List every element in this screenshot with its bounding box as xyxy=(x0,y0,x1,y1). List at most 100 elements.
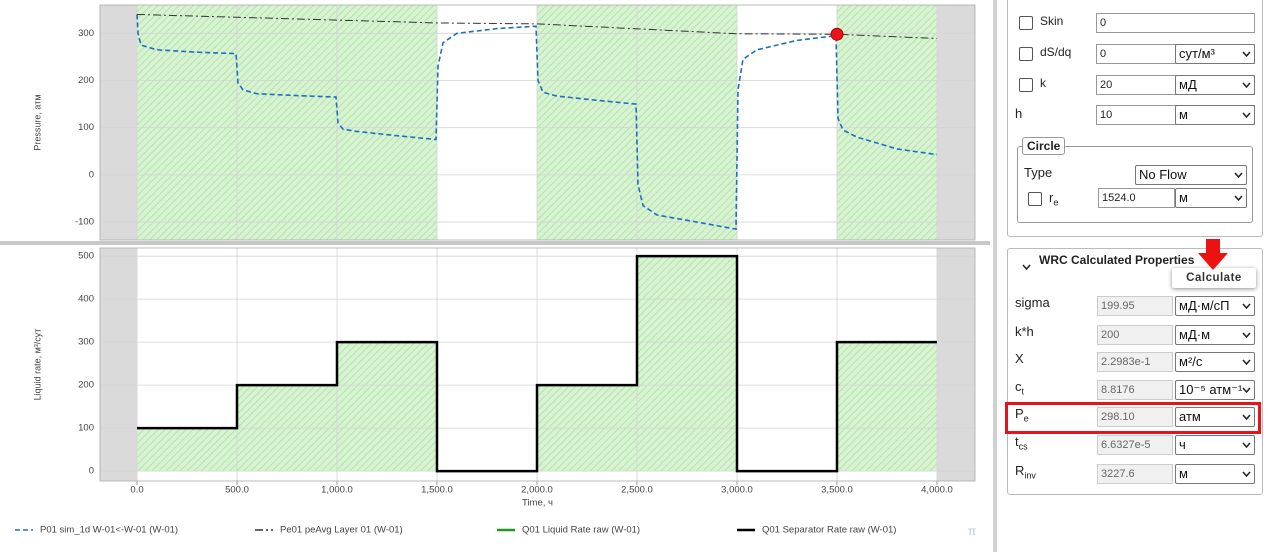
select[interactable]: мД·м xyxy=(1175,325,1255,345)
select[interactable]: No Flow xyxy=(1135,165,1247,185)
pressure-line xyxy=(136,13,938,40)
production-period xyxy=(137,5,237,240)
label-text: t xyxy=(1015,434,1019,449)
y-tick-label: 0 xyxy=(89,169,94,180)
chevron xyxy=(1234,195,1243,201)
out-of-range xyxy=(100,5,137,240)
type-label: Type xyxy=(1024,165,1053,180)
label-text: R xyxy=(1015,463,1025,478)
checkbox[interactable] xyxy=(1028,192,1042,206)
wrc-title: WRC Calculated Properties xyxy=(1039,253,1195,267)
x-tick-label: 0.0 xyxy=(130,485,143,496)
rate-area xyxy=(637,256,737,472)
y-tick-label: 300 xyxy=(78,337,94,348)
property-label: tcs xyxy=(1015,434,1028,452)
rate-area xyxy=(337,342,437,472)
x-tick-label: 1,500.0 xyxy=(421,485,453,496)
chevron xyxy=(1242,359,1251,365)
divider xyxy=(993,0,997,552)
param-input[interactable]: 0 xyxy=(1096,13,1255,33)
calculate-button[interactable]: Calculate xyxy=(1172,268,1256,288)
select[interactable]: м xyxy=(1175,105,1255,125)
select[interactable]: сут/м³ xyxy=(1175,44,1255,64)
checkbox[interactable] xyxy=(1019,78,1033,92)
x-tick-label: 2,000.0 xyxy=(521,485,553,496)
chevron xyxy=(1234,172,1243,178)
select-value: No Flow xyxy=(1139,167,1187,182)
label-text: r xyxy=(1049,190,1054,205)
label-subscript: e xyxy=(1053,197,1059,208)
select[interactable]: м xyxy=(1175,188,1247,208)
rate-area xyxy=(137,428,237,472)
chevron xyxy=(1242,51,1251,57)
select-value: ч xyxy=(1179,437,1186,452)
chevron xyxy=(1242,387,1251,393)
label-subscript: t xyxy=(1021,386,1025,397)
rate-area xyxy=(837,342,937,472)
property-value[interactable]: 2.2983e-1 xyxy=(1097,352,1173,372)
property-value[interactable]: 200 xyxy=(1097,325,1173,345)
select-value: 10⁻⁵ атм⁻¹ xyxy=(1179,382,1243,397)
re-input[interactable]: 1524.0 xyxy=(1098,188,1175,208)
property-value[interactable]: 8.8176 xyxy=(1097,380,1173,400)
wrc-header-chevron xyxy=(1022,257,1031,275)
label-text: X xyxy=(1015,351,1024,366)
y-tick-label: 200 xyxy=(78,380,94,391)
out-of-range xyxy=(100,248,137,481)
checkbox[interactable] xyxy=(1019,16,1033,30)
footer-mark: π xyxy=(968,524,976,538)
checkbox[interactable] xyxy=(1019,47,1033,61)
pane-divider xyxy=(0,241,990,245)
property-value[interactable]: 6.6327e-5 xyxy=(1097,435,1173,455)
chevron xyxy=(1242,414,1251,420)
y-tick-label: 100 xyxy=(78,423,94,434)
select[interactable]: ч xyxy=(1175,435,1255,455)
select[interactable]: мД·м/сП xyxy=(1175,296,1255,316)
x-tick-label: 1,000.0 xyxy=(321,485,353,496)
select[interactable]: м²/с xyxy=(1175,352,1255,372)
select[interactable]: м xyxy=(1175,464,1255,484)
select[interactable]: атм xyxy=(1175,407,1255,427)
out-of-range xyxy=(937,248,975,481)
select-value: м²/с xyxy=(1179,354,1203,369)
chevron xyxy=(1022,264,1031,271)
rate-line xyxy=(137,254,937,473)
y-tick-label: 200 xyxy=(78,75,94,86)
x-tick-label: 3,500.0 xyxy=(821,485,853,496)
circle-title: Circle xyxy=(1022,137,1066,155)
pressure-line xyxy=(136,14,938,231)
select-value: мД·м xyxy=(1179,327,1211,342)
legend-label: P01 sim_1d W-01<-W-01 (W-01) xyxy=(40,525,178,536)
property-value[interactable]: 3227.6 xyxy=(1097,464,1173,484)
y-axis-label: Liquid rate, м³/сут xyxy=(32,329,42,401)
property-label: sigma xyxy=(1015,295,1050,310)
chevron xyxy=(1242,82,1251,88)
property-label: k*h xyxy=(1015,324,1034,339)
label-text: k*h xyxy=(1015,324,1034,339)
params-box xyxy=(1007,0,1263,237)
production-period xyxy=(837,5,937,240)
circle-group xyxy=(1017,146,1253,223)
chevron xyxy=(1242,332,1251,338)
legend-label: Q01 Liquid Rate raw (W-01) xyxy=(522,525,640,536)
production-period xyxy=(337,5,437,240)
chevron xyxy=(1242,303,1251,309)
property-value[interactable]: 199.95 xyxy=(1097,296,1173,316)
chevron xyxy=(1242,471,1251,477)
x-tick-label: 4,000.0 xyxy=(921,485,953,496)
param-label: h xyxy=(1015,106,1023,121)
plot-frame xyxy=(99,4,976,241)
label-text: P xyxy=(1015,406,1024,421)
x-tick-label: 2,500.0 xyxy=(621,485,653,496)
x-tick-label: 3,000.0 xyxy=(721,485,753,496)
y-tick-label: 100 xyxy=(78,122,94,133)
select[interactable]: мД xyxy=(1175,75,1255,95)
legend-label: Q01 Separator Rate raw (W-01) xyxy=(762,525,896,536)
property-label: Rinv xyxy=(1015,463,1036,481)
select[interactable]: 10⁻⁵ атм⁻¹ xyxy=(1175,380,1255,400)
chevron xyxy=(1242,442,1251,448)
y-tick-label: 400 xyxy=(78,294,94,305)
property-value[interactable]: 298.10 xyxy=(1097,407,1173,427)
chevron xyxy=(1242,112,1251,118)
